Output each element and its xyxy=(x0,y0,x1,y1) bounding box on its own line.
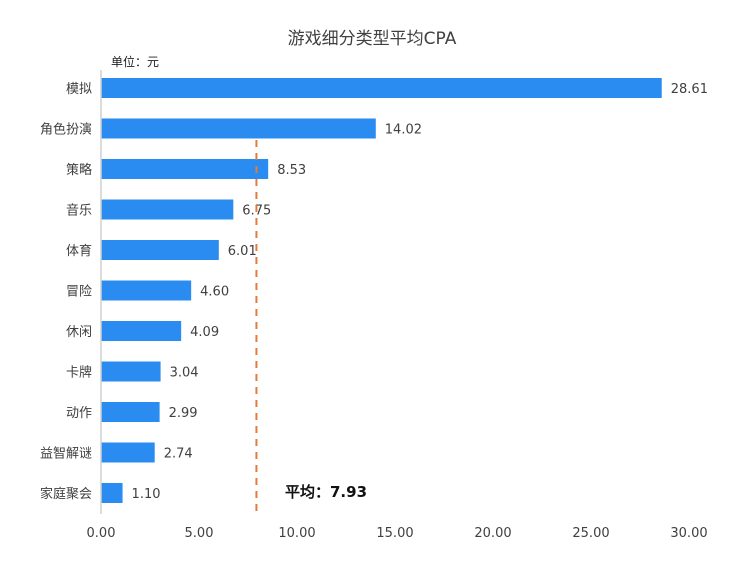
x-tick-label: 0.00 xyxy=(87,526,116,541)
unit-label: 单位：元 xyxy=(111,54,159,69)
category-label: 家庭聚会 xyxy=(40,486,92,502)
bar xyxy=(101,361,161,382)
category-label: 卡牌 xyxy=(66,365,92,381)
x-tick-label: 30.00 xyxy=(670,526,707,541)
data-label: 8.53 xyxy=(277,163,306,178)
data-label: 4.09 xyxy=(190,325,219,340)
bar xyxy=(101,240,219,260)
category-label: 角色扮演 xyxy=(40,122,92,138)
bar xyxy=(101,442,155,463)
x-tick-label: 20.00 xyxy=(474,526,511,541)
category-label: 动作 xyxy=(66,406,92,421)
data-label: 1.10 xyxy=(132,487,161,502)
bar xyxy=(101,199,234,220)
category-label: 益智解谜 xyxy=(40,447,92,462)
bar xyxy=(101,280,192,301)
bar xyxy=(101,118,376,139)
bar xyxy=(101,321,182,341)
category-label: 音乐 xyxy=(66,203,92,219)
category-label: 休闲 xyxy=(66,325,92,340)
bar xyxy=(101,402,160,422)
data-label: 6.01 xyxy=(228,244,257,259)
x-tick-label: 5.00 xyxy=(185,526,214,541)
data-label: 14.02 xyxy=(385,123,422,138)
category-label: 模拟 xyxy=(66,82,92,97)
category-label: 冒险 xyxy=(66,285,92,300)
category-label: 体育 xyxy=(66,243,92,259)
average-label: 平均：7.93 xyxy=(285,483,367,501)
x-tick-label: 10.00 xyxy=(278,526,315,541)
bar xyxy=(101,159,269,179)
data-label: 2.74 xyxy=(164,447,193,462)
data-label: 2.99 xyxy=(169,406,198,421)
data-label: 3.04 xyxy=(170,366,199,381)
x-tick-label: 25.00 xyxy=(572,526,609,541)
category-label: 策略 xyxy=(66,162,92,178)
chart-title: 游戏细分类型平均CPA xyxy=(288,29,457,49)
bar xyxy=(101,483,123,503)
data-label: 4.60 xyxy=(200,285,229,300)
x-tick-label: 15.00 xyxy=(376,526,413,541)
data-label: 28.61 xyxy=(671,82,708,97)
bar xyxy=(101,78,662,98)
